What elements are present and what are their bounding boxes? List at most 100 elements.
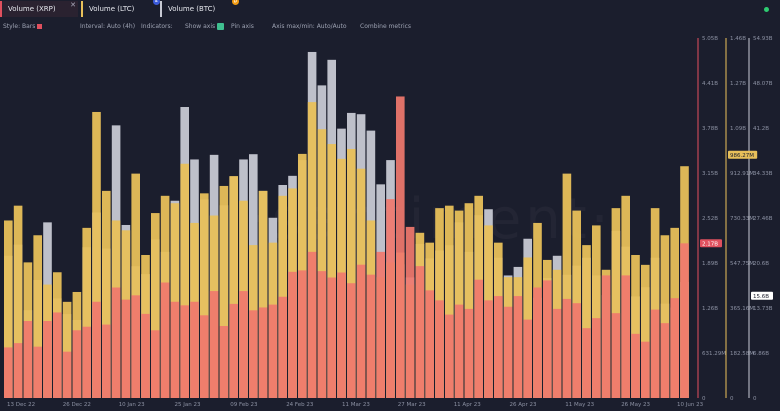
bar-volume-xrp--39[interactable] bbox=[386, 199, 395, 398]
bar-volume-ltc--57[interactable] bbox=[562, 173, 572, 398]
bar-volume-xrp--64[interactable] bbox=[631, 333, 640, 398]
bar-volume-xrp--59[interactable] bbox=[582, 328, 591, 398]
checkbox-icon[interactable] bbox=[217, 23, 225, 30]
bar-volume-xrp--6[interactable] bbox=[62, 351, 72, 398]
bar-volume-ltc--46[interactable] bbox=[454, 210, 464, 398]
bar-volume-xrp--11[interactable] bbox=[111, 287, 121, 399]
bar-volume-xrp--40[interactable] bbox=[396, 96, 405, 399]
bar-volume-xrp--48[interactable] bbox=[474, 279, 483, 398]
bar-volume-xrp--63[interactable] bbox=[621, 275, 630, 398]
bar-volume-xrp--60[interactable] bbox=[592, 318, 601, 398]
bar-volume-xrp--36[interactable] bbox=[356, 264, 366, 398]
bar-volume-ltc--60[interactable] bbox=[592, 225, 601, 398]
bar-volume-xrp--62[interactable] bbox=[611, 313, 621, 398]
bar-volume-ltc--6[interactable] bbox=[62, 301, 72, 398]
bar-volume-ltc--31[interactable] bbox=[307, 102, 317, 399]
bar-volume-xrp--9[interactable] bbox=[92, 301, 101, 398]
bar-volume-ltc--62[interactable] bbox=[611, 208, 621, 398]
bar-volume-xrp--32[interactable] bbox=[317, 271, 327, 398]
bar-volume-xrp--22[interactable] bbox=[219, 326, 229, 398]
bar-volume-xrp--5[interactable] bbox=[53, 312, 62, 398]
bar-volume-xrp--25[interactable] bbox=[249, 310, 258, 398]
bar-volume-ltc--9[interactable] bbox=[92, 111, 101, 398]
bar-volume-ltc--47[interactable] bbox=[464, 203, 474, 398]
style-selector[interactable]: Style: Bars bbox=[3, 23, 43, 30]
bar-volume-ltc--35[interactable] bbox=[347, 148, 356, 398]
bar-volume-xrp--38[interactable] bbox=[376, 251, 385, 398]
bar-volume-xrp--66[interactable] bbox=[650, 309, 660, 398]
combine-metrics-button[interactable]: Combine metrics bbox=[360, 23, 412, 30]
bar-volume-xrp--69[interactable] bbox=[680, 243, 689, 398]
bar-volume-xrp--17[interactable] bbox=[170, 301, 180, 398]
legend-tab-btc[interactable]: Volume (BTC) bbox=[160, 1, 232, 17]
show-axis-toggle[interactable]: Show axis bbox=[185, 23, 225, 30]
bar-volume-xrp--44[interactable] bbox=[435, 300, 444, 398]
bar-volume-xrp--10[interactable] bbox=[102, 324, 111, 398]
bar-volume-xrp--55[interactable] bbox=[543, 280, 552, 398]
indicators-selector[interactable]: Indicators: bbox=[141, 23, 173, 30]
bar-volume-ltc--1[interactable] bbox=[13, 205, 23, 398]
bar-volume-xrp--27[interactable] bbox=[268, 304, 278, 398]
bar-volume-xrp--47[interactable] bbox=[464, 308, 474, 398]
bar-volume-xrp--18[interactable] bbox=[180, 305, 189, 398]
bar-volume-xrp--35[interactable] bbox=[347, 283, 356, 398]
bar-volume-xrp--4[interactable] bbox=[43, 321, 52, 398]
bar-volume-xrp--67[interactable] bbox=[660, 323, 670, 398]
bar-volume-ltc--17[interactable] bbox=[170, 203, 180, 398]
legend-tab-xrp[interactable]: Volume (XRP) ✕ bbox=[0, 1, 78, 17]
bar-volume-xrp--46[interactable] bbox=[454, 304, 464, 398]
bar-volume-xrp--33[interactable] bbox=[327, 277, 336, 398]
bar-volume-xrp--0[interactable] bbox=[4, 347, 13, 398]
bar-volume-ltc--0[interactable] bbox=[4, 220, 13, 398]
bar-volume-xrp--41[interactable] bbox=[405, 226, 415, 398]
bar-volume-xrp--50[interactable] bbox=[494, 296, 503, 398]
bar-volume-xrp--26[interactable] bbox=[258, 307, 268, 398]
bar-volume-xrp--21[interactable] bbox=[209, 291, 219, 398]
bar-volume-xrp--28[interactable] bbox=[278, 296, 287, 398]
bar-volume-ltc--32[interactable] bbox=[317, 129, 327, 399]
bar-volume-ltc--65[interactable] bbox=[641, 264, 650, 398]
bar-volume-ltc--64[interactable] bbox=[631, 254, 640, 398]
bar-volume-xrp--57[interactable] bbox=[562, 298, 572, 398]
bar-volume-xrp--34[interactable] bbox=[337, 272, 346, 398]
bar-volume-xrp--13[interactable] bbox=[131, 295, 140, 398]
bar-volume-xrp--58[interactable] bbox=[572, 303, 581, 398]
bar-volume-xrp--29[interactable] bbox=[288, 271, 297, 398]
bar-volume-xrp--14[interactable] bbox=[141, 313, 150, 398]
bar-volume-ltc--66[interactable] bbox=[650, 208, 660, 398]
bar-volume-xrp--45[interactable] bbox=[445, 314, 454, 398]
bar-volume-xrp--53[interactable] bbox=[523, 319, 532, 398]
style-color-swatch[interactable] bbox=[37, 24, 43, 29]
bar-volume-xrp--12[interactable] bbox=[121, 299, 131, 398]
bar-volume-xrp--56[interactable] bbox=[552, 308, 562, 398]
bar-volume-ltc--23[interactable] bbox=[229, 176, 238, 398]
bar-volume-ltc--3[interactable] bbox=[33, 235, 42, 398]
interval-selector[interactable]: Interval: Auto (4h) bbox=[80, 23, 136, 30]
bar-volume-xrp--49[interactable] bbox=[484, 300, 493, 398]
bar-volume-xrp--2[interactable] bbox=[23, 321, 33, 398]
bar-volume-xrp--52[interactable] bbox=[513, 296, 523, 398]
bar-volume-ltc--59[interactable] bbox=[582, 245, 591, 398]
bar-volume-xrp--8[interactable] bbox=[82, 326, 91, 398]
bar-volume-xrp--20[interactable] bbox=[200, 315, 209, 398]
bar-volume-ltc--10[interactable] bbox=[102, 190, 111, 398]
bar-volume-xrp--19[interactable] bbox=[190, 301, 199, 398]
bar-volume-xrp--3[interactable] bbox=[33, 346, 42, 398]
bar-volume-xrp--30[interactable] bbox=[298, 270, 307, 398]
bar-volume-xrp--42[interactable] bbox=[415, 266, 425, 398]
close-icon[interactable]: ✕ bbox=[70, 1, 76, 9]
bar-volume-ltc--22[interactable] bbox=[219, 185, 229, 398]
bar-volume-xrp--65[interactable] bbox=[641, 341, 650, 398]
bar-volume-xrp--54[interactable] bbox=[533, 287, 542, 399]
bar-volume-ltc--45[interactable] bbox=[445, 205, 454, 398]
bar-volume-xrp--23[interactable] bbox=[229, 303, 238, 398]
bar-volume-ltc--18[interactable] bbox=[180, 163, 189, 398]
bar-volume-ltc--15[interactable] bbox=[151, 213, 160, 398]
bar-volume-xrp--68[interactable] bbox=[670, 298, 679, 398]
bar-volume-xrp--51[interactable] bbox=[503, 306, 513, 398]
bar-volume-xrp--16[interactable] bbox=[160, 282, 170, 398]
bar-volume-xrp--61[interactable] bbox=[601, 275, 611, 398]
bar-volume-xrp--43[interactable] bbox=[425, 290, 434, 398]
bar-volume-ltc--20[interactable] bbox=[200, 193, 209, 398]
